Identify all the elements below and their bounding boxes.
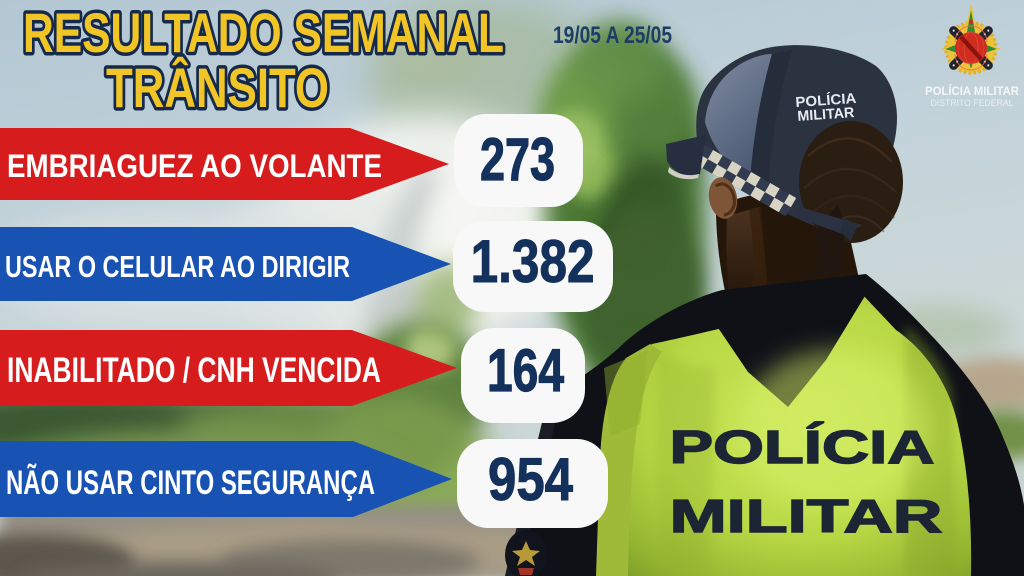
svg-text:NÃO USAR CINTO SEGURANÇA: NÃO USAR CINTO SEGURANÇA: [6, 464, 375, 502]
svg-text:EMBRIAGUEZ AO VOLANTE: EMBRIAGUEZ AO VOLANTE: [7, 148, 382, 184]
svg-text:POLÍCIA: POLÍCIA: [670, 421, 935, 472]
svg-text:MILITAR: MILITAR: [670, 491, 943, 542]
svg-text:MILITAR: MILITAR: [797, 105, 855, 125]
svg-text:POLÍCIA: POLÍCIA: [795, 90, 858, 111]
svg-text:1.382: 1.382: [471, 227, 595, 295]
svg-text:954: 954: [488, 446, 573, 513]
svg-text:USAR O CELULAR AO DIRIGIR: USAR O CELULAR AO DIRIGIR: [5, 249, 350, 284]
svg-text:INABILITADO / CNH VENCIDA: INABILITADO / CNH VENCIDA: [7, 351, 381, 390]
svg-text:TRÂNSITO: TRÂNSITO: [106, 56, 329, 119]
svg-text:164: 164: [487, 338, 564, 404]
svg-text:POLÍCIA MILITAR: POLÍCIA MILITAR: [925, 83, 1019, 98]
svg-text:19/05 A 25/05: 19/05 A 25/05: [553, 22, 672, 49]
svg-text:DISTRITO FEDERAL: DISTRITO FEDERAL: [931, 98, 1014, 109]
svg-text:273: 273: [480, 127, 555, 194]
svg-text:RESULTADO SEMANAL: RESULTADO SEMANAL: [23, 1, 504, 64]
